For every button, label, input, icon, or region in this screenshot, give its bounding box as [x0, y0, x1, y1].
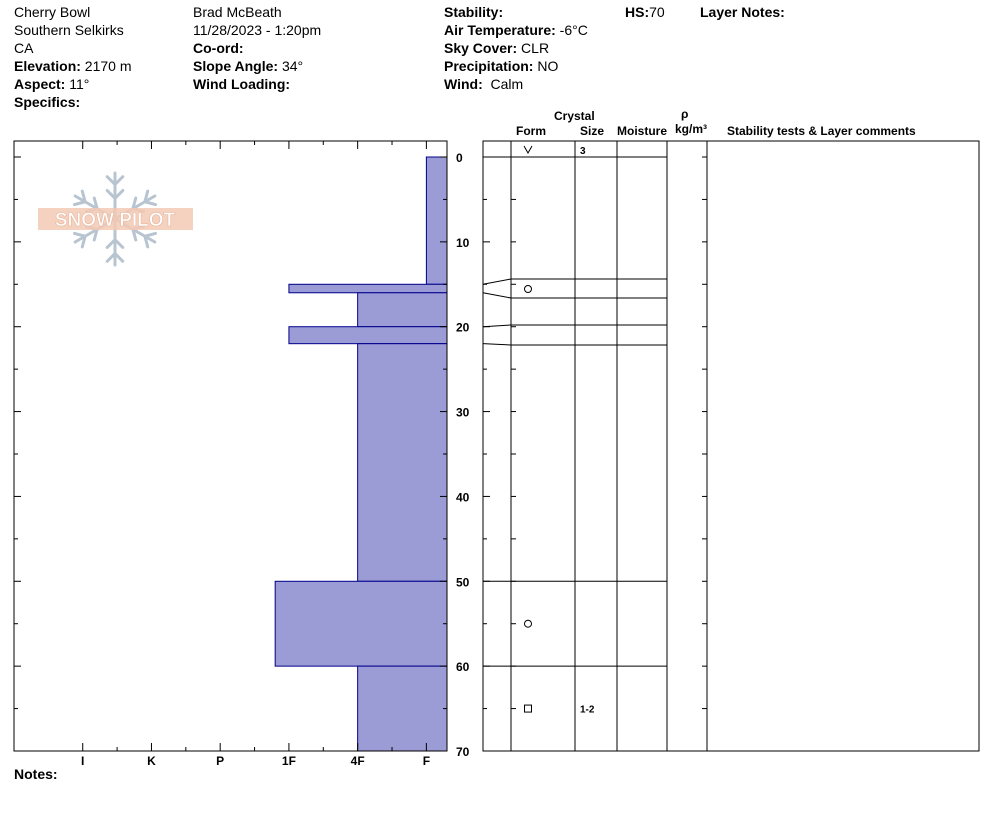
air-temperature: Air Temperature: -6°C	[444, 21, 588, 39]
elevation: Elevation: 2170 m	[14, 57, 132, 75]
elevation-value: 2170 m	[84, 58, 132, 74]
depth-tick-label: 30	[456, 406, 470, 420]
grain-size-label: 3	[580, 146, 586, 157]
notes-label: Notes:	[14, 766, 58, 782]
slope-value: 34°	[281, 58, 304, 74]
crystal-header: Crystal	[554, 109, 595, 123]
wind-label: Wind:	[444, 76, 483, 92]
precipitation-particle-icon	[523, 145, 533, 155]
density-unit-header: kg/m³	[675, 122, 708, 136]
wind-loading-label: Wind Loading:	[193, 76, 291, 92]
hardness-bar	[357, 665, 448, 752]
form-header: Form	[516, 124, 546, 138]
precip-value: NO	[537, 58, 559, 74]
hardness-bar	[274, 580, 448, 667]
size-header: Size	[580, 124, 605, 138]
hardness-tick-label: F	[423, 754, 430, 768]
hardness-tick-label: I	[81, 754, 84, 768]
grain-size-label: 1-2	[580, 705, 595, 716]
sky-cover: Sky Cover: CLR	[444, 39, 549, 57]
hardness-bar	[425, 156, 448, 285]
depth-tick-label: 60	[456, 660, 470, 674]
depth-tick-label: 10	[456, 236, 470, 250]
hs-value: 70	[649, 4, 665, 20]
logo-text: SNOW PILOT	[55, 210, 176, 231]
depth-tick-label: 40	[456, 490, 470, 504]
hardness-tick-label: 4F	[351, 754, 365, 768]
square-icon	[524, 704, 532, 713]
layer-boundary	[482, 292, 667, 299]
air-temp-value: -6°C	[559, 22, 588, 38]
comments-header: Stability tests & Layer comments	[727, 124, 916, 138]
circle-icon	[524, 285, 532, 293]
depth-tick-label: 50	[456, 575, 470, 589]
aspect-label: Aspect:	[14, 76, 66, 92]
hardness-tick-label: 1F	[282, 754, 296, 768]
slope-label: Slope Angle:	[193, 58, 279, 74]
precipitation: Precipitation: NO	[444, 57, 558, 75]
hardness-bar	[288, 283, 448, 294]
elevation-label: Elevation:	[14, 58, 81, 74]
precip-label: Precipitation:	[444, 58, 534, 74]
depth-tick-label: 20	[456, 321, 470, 335]
range: Southern Selkirks	[14, 22, 124, 38]
slope-angle: Slope Angle: 34°	[193, 57, 303, 75]
layer-notes-label: Layer Notes:	[700, 4, 785, 20]
aspect: Aspect: 11°	[14, 75, 89, 93]
layer-boundary	[482, 343, 667, 346]
layer-boundary	[482, 324, 667, 328]
hardness-tick-label: K	[147, 754, 156, 768]
coord-label: Co-ord:	[193, 40, 244, 56]
rho-header: ρ	[681, 107, 689, 121]
datetime: 11/28/2023 - 1:20pm	[193, 22, 322, 38]
location: Cherry Bowl	[14, 4, 91, 20]
wind-value: Calm	[490, 76, 524, 92]
circle-icon	[524, 619, 532, 628]
grain-table-frame	[482, 140, 980, 752]
layer-boundary	[482, 278, 667, 285]
wind: Wind: Calm	[444, 75, 523, 93]
hardness-tick-label: P	[216, 754, 224, 768]
hardness-bar	[288, 326, 448, 345]
sky-value: CLR	[521, 40, 550, 56]
hs-label: HS:	[625, 4, 650, 20]
observer: Brad McBeath	[193, 4, 282, 20]
depth-tick-label: 0	[456, 151, 463, 165]
hardness-frame	[13, 140, 448, 752]
hardness-bar	[357, 343, 448, 582]
sky-label: Sky Cover:	[444, 40, 518, 56]
aspect-value: 11°	[69, 76, 90, 92]
snowpilot-logo: SNOW PILOT	[38, 171, 193, 267]
moisture-header: Moisture	[617, 124, 668, 138]
specifics-label: Specifics:	[14, 94, 81, 110]
air-temp-label: Air Temperature:	[444, 22, 556, 38]
state: CA	[14, 40, 34, 56]
snow-height: HS:70	[625, 3, 665, 21]
hardness-bar	[357, 292, 448, 328]
depth-tick-label: 70	[456, 745, 470, 759]
stability-label: Stability:	[444, 4, 504, 20]
